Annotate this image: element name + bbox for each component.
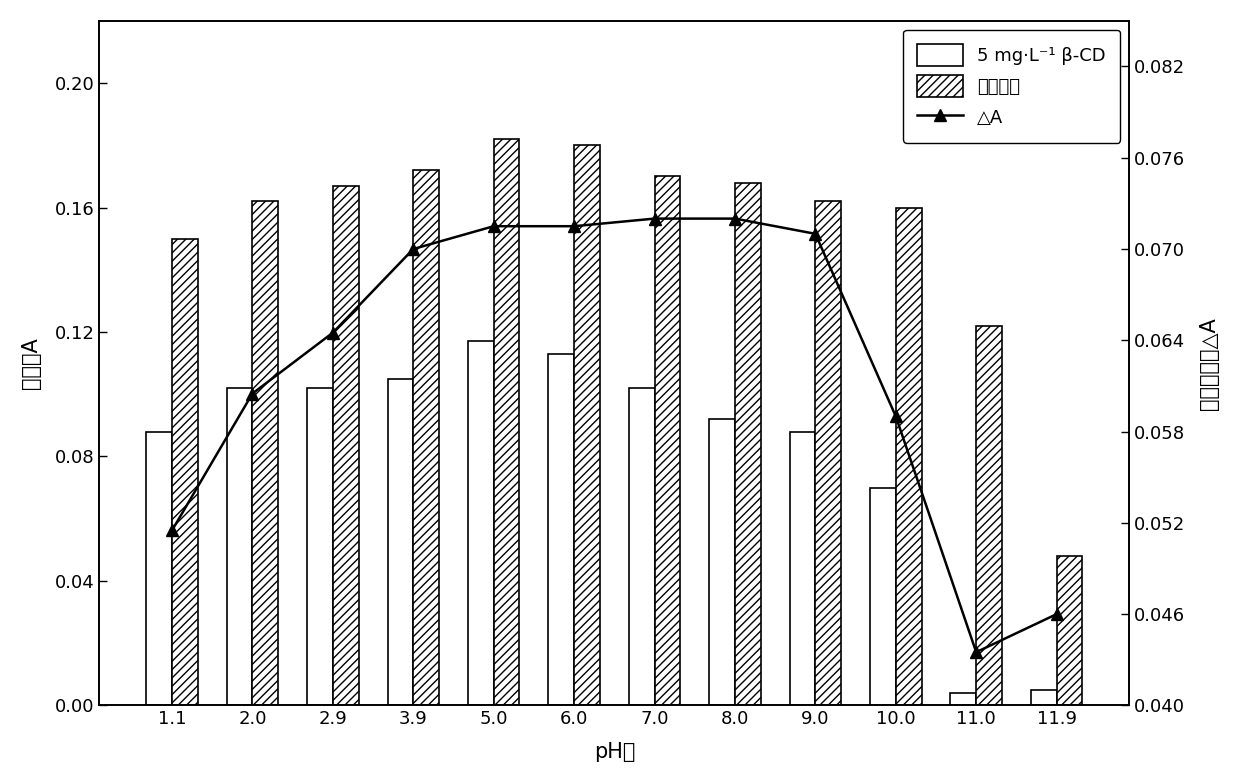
△A	[165, 525, 180, 535]
Bar	[227, 388, 253, 705]
Bar	[388, 379, 413, 705]
Y-axis label: 吸光值差值△A: 吸光值差值△A	[1199, 317, 1219, 410]
Legend: 5 mg·L⁻¹ β-CD, 空白溶液, △A: 5 mg·L⁻¹ β-CD, 空白溶液, △A	[903, 30, 1120, 143]
X-axis label: pH值: pH值	[594, 742, 635, 762]
△A	[728, 214, 743, 223]
Bar	[629, 388, 655, 705]
Bar	[1030, 690, 1056, 705]
Bar	[976, 326, 1002, 705]
Bar	[895, 207, 921, 705]
△A	[647, 214, 662, 223]
Line: △A: △A	[166, 212, 1063, 659]
Bar	[467, 341, 494, 705]
△A	[968, 648, 983, 657]
Bar	[146, 431, 172, 705]
Bar	[709, 419, 735, 705]
Bar	[253, 201, 278, 705]
Bar	[655, 176, 681, 705]
Bar	[308, 388, 332, 705]
Bar	[870, 488, 895, 705]
△A	[405, 244, 420, 254]
Bar	[494, 139, 520, 705]
Bar	[1056, 556, 1083, 705]
Bar	[951, 693, 976, 705]
△A	[567, 222, 582, 231]
Bar	[790, 431, 816, 705]
Bar	[332, 186, 358, 705]
△A	[808, 229, 823, 239]
Bar	[735, 182, 760, 705]
Bar	[574, 146, 600, 705]
△A	[1049, 609, 1064, 619]
Bar	[413, 170, 439, 705]
△A	[325, 328, 340, 337]
△A	[888, 412, 903, 421]
△A	[246, 389, 260, 399]
Y-axis label: 吸光值A: 吸光值A	[21, 337, 41, 389]
Bar	[172, 239, 197, 705]
Bar	[548, 354, 574, 705]
Bar	[816, 201, 841, 705]
△A	[486, 222, 501, 231]
